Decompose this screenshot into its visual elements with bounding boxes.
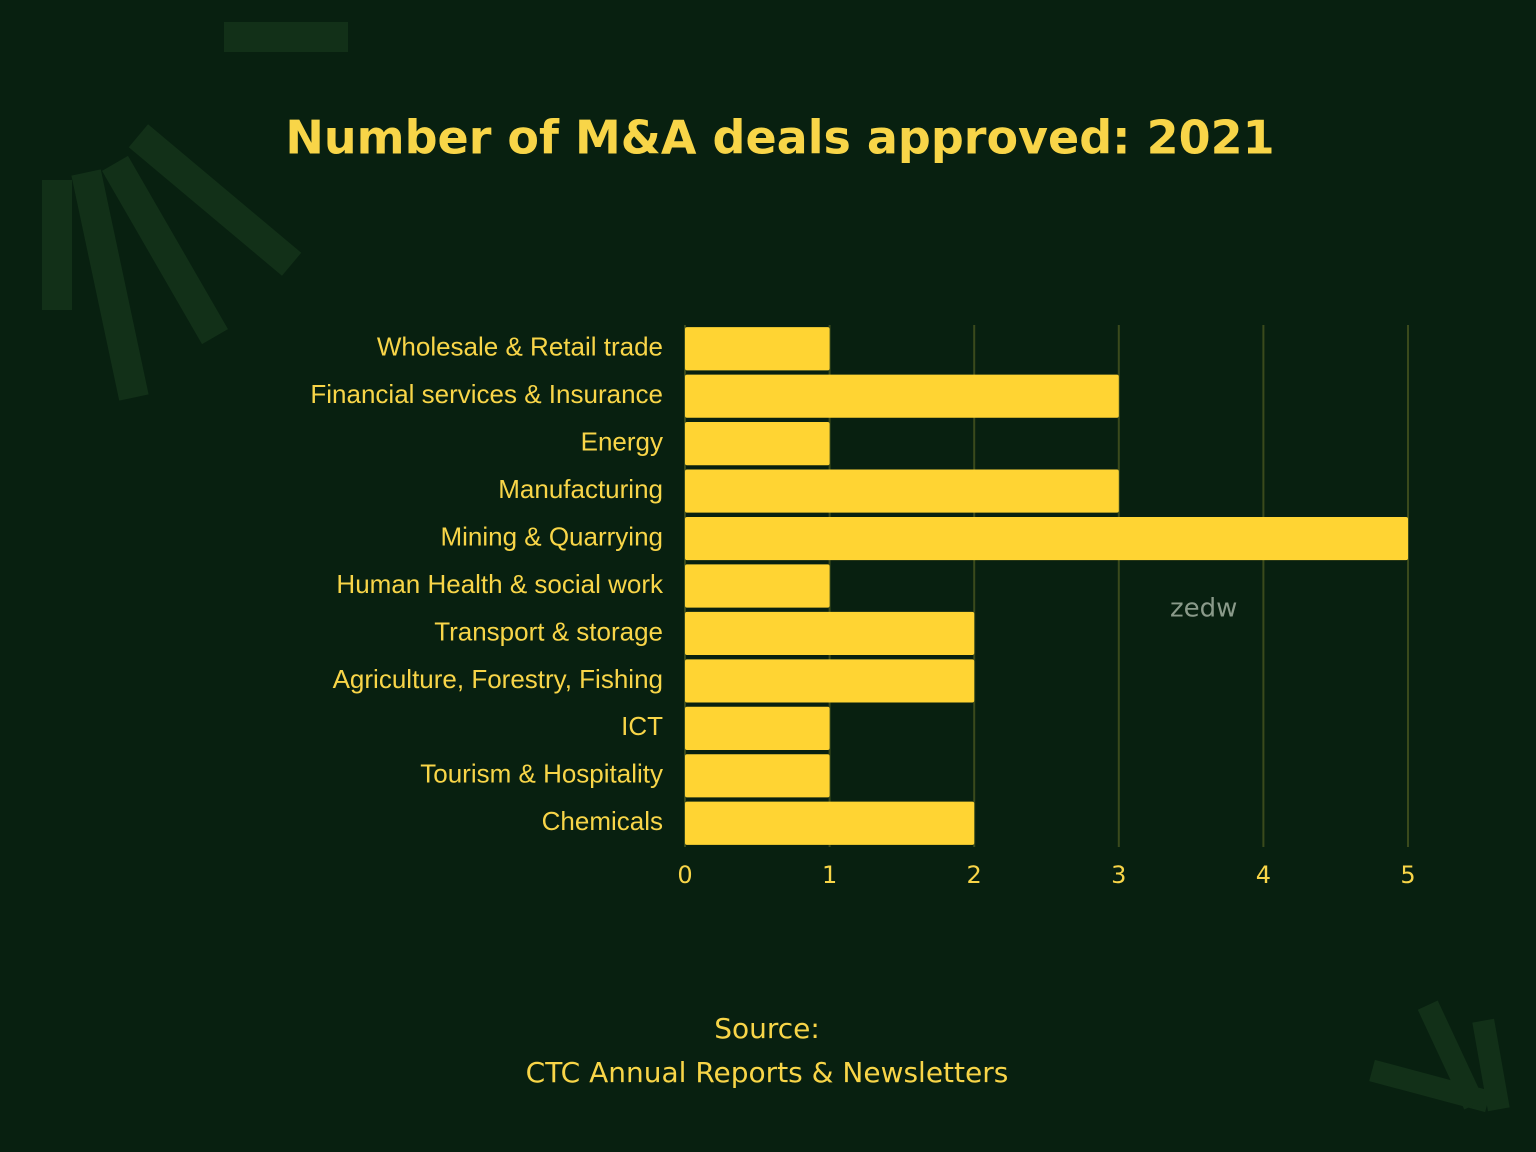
x-tick-label: 3 xyxy=(1111,861,1126,889)
bar xyxy=(685,469,1119,513)
bar xyxy=(685,564,830,608)
y-tick-label: Transport & storage xyxy=(434,616,663,646)
bar xyxy=(685,327,830,371)
y-tick-label: Agriculture, Forestry, Fishing xyxy=(333,664,663,694)
y-tick-label: Energy xyxy=(581,427,663,457)
y-tick-label: Mining & Quarrying xyxy=(440,521,663,551)
source-text: CTC Annual Reports & Newsletters xyxy=(526,1056,1009,1089)
bar xyxy=(685,374,1119,418)
watermark: zedw xyxy=(1170,594,1237,624)
source-label: Source: xyxy=(714,1012,820,1045)
bar xyxy=(685,422,830,466)
x-tick-label: 1 xyxy=(822,861,837,889)
x-tick-label: 2 xyxy=(967,861,982,889)
x-tick-label: 0 xyxy=(677,861,692,889)
decoration xyxy=(42,22,1510,1113)
y-tick-label: ICT xyxy=(621,711,663,741)
y-tick-label: Wholesale & Retail trade xyxy=(377,332,663,362)
y-tick-label: Human Health & social work xyxy=(336,569,664,599)
bar xyxy=(685,516,1408,561)
x-tick-label: 5 xyxy=(1400,861,1415,889)
y-tick-label: Chemicals xyxy=(542,806,663,836)
bar xyxy=(685,659,975,703)
bar xyxy=(685,801,975,845)
y-tick-label: Manufacturing xyxy=(498,474,663,504)
x-tick-label: 4 xyxy=(1256,861,1271,889)
bar xyxy=(685,611,975,656)
bar xyxy=(685,706,830,750)
y-tick-label: Financial services & Insurance xyxy=(310,379,663,409)
chart-title: Number of M&A deals approved: 2021 xyxy=(285,111,1274,165)
bar xyxy=(685,754,830,798)
y-tick-label: Tourism & Hospitality xyxy=(420,759,663,789)
